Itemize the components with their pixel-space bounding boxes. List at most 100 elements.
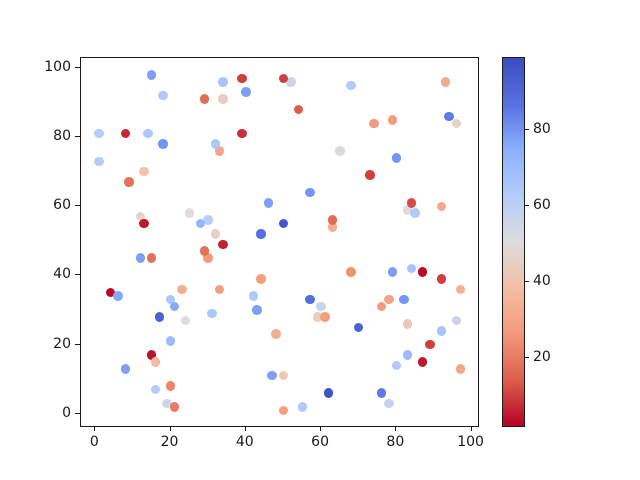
x-tick-label: 100 <box>457 434 484 450</box>
scatter-point <box>305 294 315 305</box>
scatter-point <box>207 308 217 319</box>
scatter-point <box>237 73 247 84</box>
colorbar-tick <box>524 280 529 282</box>
scatter-point <box>120 364 131 374</box>
scatter-point <box>440 77 450 87</box>
y-tick-label: 40 <box>53 266 71 283</box>
y-tick-label: 60 <box>53 197 71 214</box>
scatter-point <box>369 118 379 129</box>
scatter-point <box>203 253 213 263</box>
scatter-point <box>124 177 134 187</box>
scatter-point <box>169 402 180 412</box>
scatter-point <box>267 370 277 381</box>
x-axis-tick <box>244 426 246 431</box>
scatter-point <box>406 198 417 208</box>
scatter-point <box>218 94 228 104</box>
scatter-point <box>199 94 210 104</box>
x-axis-tick <box>470 426 472 431</box>
scatter-point <box>162 398 172 409</box>
scatter-point <box>146 70 157 80</box>
scatter-point <box>210 229 221 239</box>
scatter-point <box>139 218 149 229</box>
plot-area <box>80 57 479 427</box>
scatter-point <box>417 357 428 367</box>
scatter-point <box>150 384 161 395</box>
scatter-point <box>376 301 387 312</box>
scatter-point <box>402 319 413 329</box>
y-tick-label: 100 <box>44 59 71 76</box>
y-axis-tick <box>75 343 80 345</box>
x-tick-label: 0 <box>89 434 99 450</box>
scatter-point <box>177 284 187 295</box>
scatter-point <box>135 211 146 222</box>
scatter-point <box>323 388 334 398</box>
scatter-point <box>444 111 454 122</box>
scatter-point <box>120 128 131 139</box>
scatter-point <box>451 315 462 326</box>
x-tick-label: 80 <box>386 434 405 450</box>
x-tick-label: 40 <box>235 434 254 450</box>
scatter-point <box>387 115 398 125</box>
scatter-point <box>399 294 409 305</box>
scatter-point <box>139 166 149 177</box>
scatter-point <box>391 153 402 163</box>
scatter-point <box>184 208 195 218</box>
scatter-point <box>248 291 259 301</box>
scatter-point <box>436 326 447 336</box>
scatter-point <box>455 284 466 295</box>
colorbar <box>502 57 525 427</box>
scatter-point <box>402 350 413 360</box>
scatter-point <box>391 360 402 371</box>
scatter-point <box>376 388 387 398</box>
scatter-point <box>320 312 330 322</box>
scatter-point <box>384 294 394 305</box>
scatter-point <box>293 104 304 115</box>
x-axis-tick <box>320 426 322 431</box>
scatter-point <box>271 329 281 339</box>
scatter-point <box>195 218 206 229</box>
scatter-point <box>455 364 466 374</box>
scatter-point <box>256 274 266 284</box>
scatter-point <box>278 370 289 381</box>
scatter-point <box>150 357 161 367</box>
scatter-point <box>451 118 462 129</box>
scatter-point <box>327 222 338 232</box>
colorbar-tick-label: 20 <box>533 348 551 365</box>
scatter-point <box>143 128 153 139</box>
y-axis-tick <box>75 136 80 138</box>
scatter-point <box>237 128 247 139</box>
y-axis-tick <box>75 274 80 276</box>
scatter-point <box>436 274 447 284</box>
y-axis-tick <box>75 67 80 69</box>
x-axis-tick <box>94 426 96 431</box>
x-axis-tick <box>169 426 171 431</box>
x-tick-label: 20 <box>160 434 179 450</box>
scatter-point <box>417 267 428 277</box>
scatter-point <box>305 187 315 198</box>
scatter-point <box>406 263 417 274</box>
scatter-point <box>402 205 413 215</box>
scatter-point <box>113 291 123 301</box>
scatter-point <box>353 322 364 333</box>
scatter-point <box>146 350 157 360</box>
scatter-point <box>218 77 228 87</box>
scatter-point <box>94 128 104 139</box>
scatter-point <box>165 381 176 391</box>
scatter-point <box>365 170 375 180</box>
scatter-point <box>278 218 289 229</box>
scatter-point <box>214 146 225 156</box>
x-tick-label: 60 <box>311 434 329 450</box>
scatter-point <box>146 253 157 263</box>
scatter-point <box>316 301 326 312</box>
scatter-point <box>425 339 435 350</box>
y-axis-tick <box>75 205 80 207</box>
scatter-point <box>346 80 356 91</box>
scatter-point <box>278 405 289 416</box>
scatter-point <box>169 301 180 312</box>
scatter-point <box>387 267 398 277</box>
scatter-point <box>180 315 191 326</box>
scatter-point <box>165 336 176 346</box>
scatter-point <box>218 239 228 250</box>
scatter-point <box>158 90 168 101</box>
